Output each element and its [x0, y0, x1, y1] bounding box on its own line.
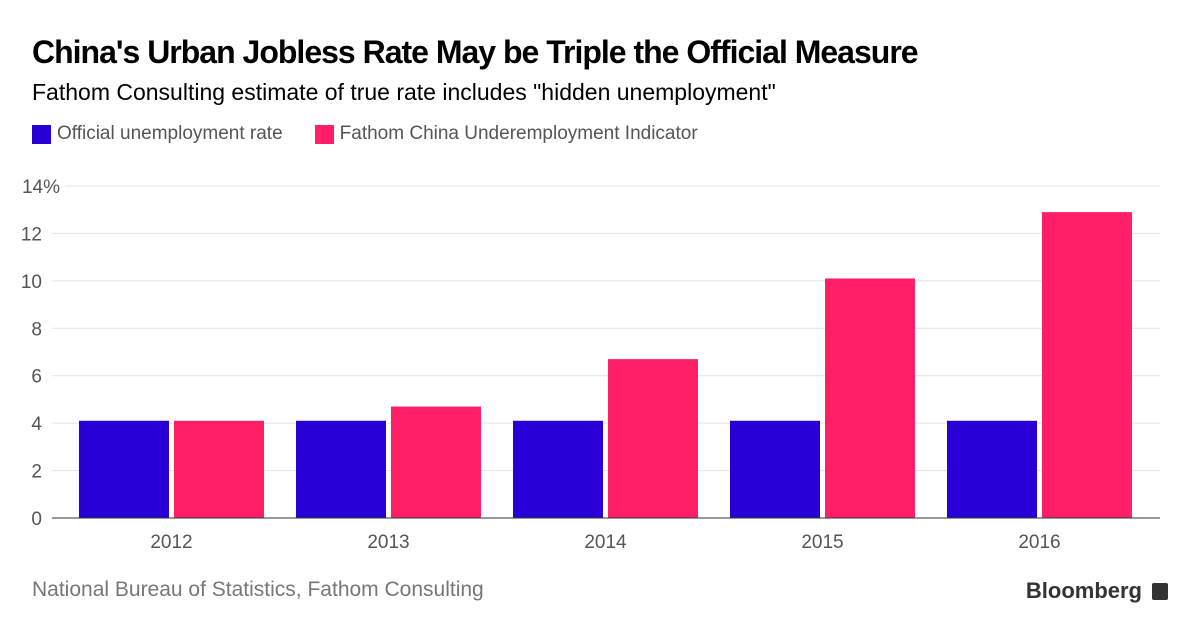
- y-tick-label: 4: [31, 414, 42, 435]
- y-tick-label: 2: [31, 462, 42, 483]
- bloomberg-logo: Bloomberg: [1026, 578, 1168, 604]
- legend-label-official: Official unemployment rate: [57, 123, 283, 144]
- y-tick-label: 0: [31, 509, 42, 530]
- y-tick-label: 6: [31, 367, 42, 388]
- bar-fathom-2012: [174, 420, 264, 518]
- bar-fathom-2015: [825, 278, 915, 518]
- legend-item-official: Official unemployment rate: [32, 123, 283, 145]
- x-tick-label: 2014: [584, 532, 627, 553]
- legend: Official unemployment rate Fathom China …: [32, 123, 698, 145]
- chart-title: China's Urban Jobless Rate May be Triple…: [32, 34, 919, 70]
- legend-item-fathom: Fathom China Underemployment Indicator: [314, 123, 698, 145]
- legend-swatch-official: [32, 124, 51, 144]
- y-tick-label: 14%: [22, 177, 60, 198]
- legend-swatch-fathom: [314, 124, 334, 144]
- bar-fathom-2013: [391, 406, 481, 518]
- bar-fathom-2016: [1042, 212, 1132, 519]
- bar-official-2013: [296, 420, 386, 518]
- x-tick-label: 2016: [1018, 532, 1060, 553]
- bloomberg-chart-icon: [1152, 582, 1168, 600]
- chart-subtitle: Fathom Consulting estimate of true rate …: [32, 79, 776, 105]
- bar-official-2015: [730, 420, 820, 518]
- source-note: National Bureau of Statistics, Fathom Co…: [32, 578, 484, 601]
- bar-official-2014: [513, 420, 603, 518]
- bar-fathom-2014: [608, 359, 698, 518]
- bar-official-2012: [79, 420, 169, 518]
- y-tick-label: 12: [21, 224, 42, 245]
- y-tick-label: 8: [31, 319, 42, 340]
- bar-official-2016: [947, 420, 1037, 518]
- x-tick-label: 2015: [801, 532, 843, 553]
- logo-text: Bloomberg: [1025, 578, 1142, 603]
- y-tick-label: 10: [21, 272, 42, 293]
- x-tick-label: 2012: [150, 532, 192, 553]
- x-tick-label: 2013: [367, 532, 409, 553]
- legend-label-fathom: Fathom China Underemployment Indicator: [339, 123, 698, 144]
